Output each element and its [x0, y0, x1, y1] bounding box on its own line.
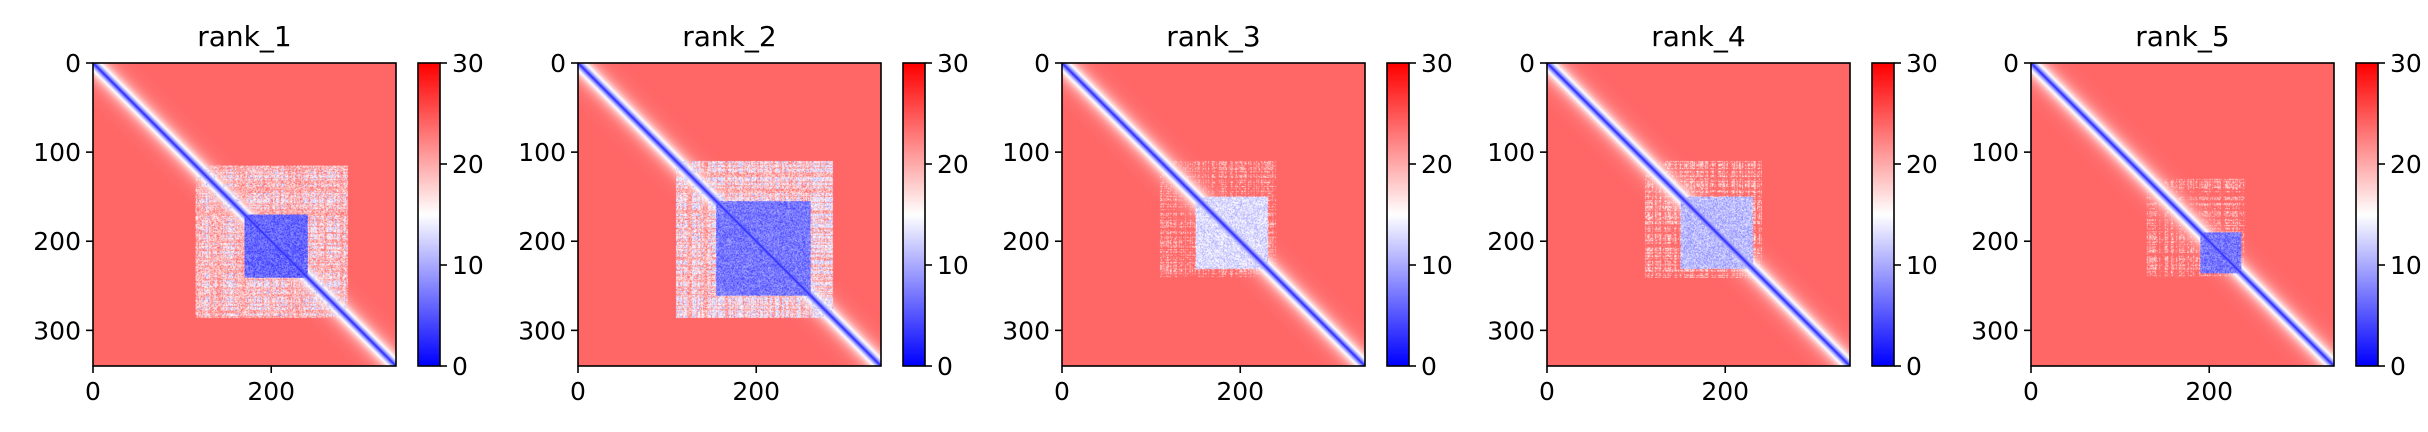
x-tick-label: 200	[1216, 377, 1264, 406]
axes-frame	[1546, 62, 1851, 367]
colorbar-tick-label: 10	[2390, 251, 2422, 280]
colorbar-tick-label: 0	[1421, 352, 1437, 381]
colorbar	[1872, 63, 1894, 366]
heatmap-panel-3: rank_3 0 100 200 300 0 200 0 10 20 30	[1002, 20, 1453, 406]
y-tick-label: 100	[1002, 138, 1050, 167]
colorbar-tick-label: 20	[2390, 150, 2422, 179]
panel-title: rank_3	[1166, 20, 1260, 53]
colorbar-tick-label: 20	[937, 150, 969, 179]
colorbar-frame	[2355, 62, 2379, 367]
y-tick-label: 200	[1971, 227, 2019, 256]
y-tick-label: 100	[33, 138, 81, 167]
y-tick-label: 0	[550, 49, 566, 78]
colorbar-frame	[902, 62, 926, 367]
y-tick-label: 200	[518, 227, 566, 256]
heatmap-panel-4: rank_4 0 100 200 300 0 200 0 10 20 30	[1487, 20, 1938, 406]
y-tick-label: 0	[2003, 49, 2019, 78]
x-tick-label: 0	[1539, 377, 1555, 406]
x-tick-label: 0	[570, 377, 586, 406]
colorbar-tick-label: 30	[452, 49, 484, 78]
heatmap-panel-5: rank_5 0 100 200 300 0 200 0 10 20 30	[1971, 20, 2422, 406]
heatmap-image	[2031, 63, 2334, 366]
y-tick-label: 0	[1519, 49, 1535, 78]
y-tick-label: 0	[65, 49, 81, 78]
y-tick-label: 300	[518, 316, 566, 345]
y-tick-label: 300	[33, 316, 81, 345]
heatmap-panel-1: rank_1 0 100 200 300 0 200 0 10 20 30	[33, 20, 484, 406]
colorbar-frame	[1386, 62, 1410, 367]
colorbar-frame	[1871, 62, 1895, 367]
colorbar-tick-label: 10	[452, 251, 484, 280]
panel-title: rank_2	[682, 20, 776, 53]
y-tick-label: 200	[33, 227, 81, 256]
x-tick-label: 200	[732, 377, 780, 406]
colorbar-tick-label: 30	[2390, 49, 2422, 78]
colorbar-tick-label: 0	[2390, 352, 2406, 381]
y-tick-label: 100	[1487, 138, 1535, 167]
heatmap-panel-2: rank_2 0 100 200 300 0 200 0 10 20 30	[518, 20, 969, 406]
x-tick-label: 0	[85, 377, 101, 406]
colorbar-tick-label: 10	[1421, 251, 1453, 280]
heatmap-image	[578, 63, 881, 366]
x-tick-label: 200	[247, 377, 295, 406]
y-tick-label: 300	[1487, 316, 1535, 345]
axes-frame	[2030, 62, 2335, 367]
y-tick-label: 200	[1002, 227, 1050, 256]
colorbar	[418, 63, 440, 366]
colorbar-tick-label: 30	[1906, 49, 1938, 78]
panel-title: rank_1	[197, 20, 291, 53]
colorbar-tick-label: 20	[1421, 150, 1453, 179]
y-tick-label: 0	[1034, 49, 1050, 78]
axes-frame	[577, 62, 882, 367]
colorbar-tick-label: 0	[452, 352, 468, 381]
heatmap-image	[93, 63, 396, 366]
colorbar	[1387, 63, 1409, 366]
colorbar	[903, 63, 925, 366]
panel-title: rank_5	[2135, 20, 2229, 53]
axes-frame	[92, 62, 397, 367]
colorbar-tick-label: 30	[1421, 49, 1453, 78]
heatmap-image	[1062, 63, 1365, 366]
y-tick-label: 300	[1971, 316, 2019, 345]
x-tick-label: 200	[1701, 377, 1749, 406]
panel-title: rank_4	[1651, 20, 1745, 53]
y-tick-label: 300	[1002, 316, 1050, 345]
colorbar-tick-label: 10	[1906, 251, 1938, 280]
heatmap-image	[1547, 63, 1850, 366]
axes-frame	[1061, 62, 1366, 367]
colorbar-tick-label: 20	[452, 150, 484, 179]
colorbar-tick-label: 30	[937, 49, 969, 78]
colorbar	[2356, 63, 2378, 366]
x-tick-label: 0	[2023, 377, 2039, 406]
y-tick-label: 100	[1971, 138, 2019, 167]
colorbar-tick-label: 0	[937, 352, 953, 381]
x-tick-label: 200	[2185, 377, 2233, 406]
y-tick-label: 100	[518, 138, 566, 167]
colorbar-frame	[417, 62, 441, 367]
y-tick-label: 200	[1487, 227, 1535, 256]
x-tick-label: 0	[1054, 377, 1070, 406]
colorbar-tick-label: 0	[1906, 352, 1922, 381]
colorbar-tick-label: 10	[937, 251, 969, 280]
colorbar-tick-label: 20	[1906, 150, 1938, 179]
